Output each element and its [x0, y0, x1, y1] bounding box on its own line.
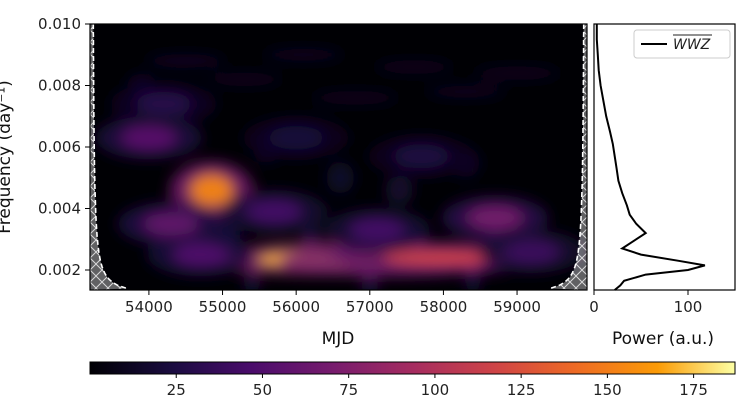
heatmap-x-axis: 54000 55000 56000 57000 58000 59000: [125, 290, 541, 316]
heatmap-y-axis: 0.002 0.004 0.006 0.008 0.010: [38, 15, 90, 279]
heatmap-hotspot-10: [503, 239, 560, 264]
wwz-heatmap: [89, 23, 588, 291]
heatmap-hotspot-7: [349, 218, 406, 243]
heatmap-x-tick-label-2: 56000: [272, 298, 320, 316]
heatmap-y-tick-label-0: 0.002: [38, 261, 81, 279]
heatmap-hotspot-11: [135, 91, 192, 116]
heatmap-x-tick-label-3: 57000: [346, 298, 394, 316]
legend-box: [633, 29, 731, 59]
power-frame: [593, 23, 736, 291]
power-x-axis: 0 100: [589, 290, 702, 316]
heatmap-texture-4: [311, 90, 400, 106]
colorbar-tick-label-6: 175: [679, 381, 708, 399]
colorbar-gradient: [89, 361, 736, 375]
heatmap-hotspot-12: [268, 125, 325, 150]
colorbar-tick-label-4: 125: [507, 381, 536, 399]
heatmap-texture-2: [206, 72, 283, 87]
heatmap-x-tick-label-1: 55000: [199, 298, 247, 316]
cone-of-influence: [90, 24, 587, 290]
heatmap-texture-6: [425, 85, 506, 99]
colorbar-ticks: 25 50 75 100 125 150 175: [167, 374, 708, 399]
heatmap-hotspot-5: [120, 125, 177, 150]
coi-right-boundary: [549, 24, 585, 290]
colorbar-tick-label-2: 75: [339, 381, 358, 399]
heatmap-hotspot-9: [172, 242, 229, 267]
heatmap-y-label: Frequency (day⁻¹): [0, 80, 15, 234]
coi-left-boundary: [92, 24, 128, 290]
power-x-tick-label-0: 0: [589, 298, 599, 316]
colorbar-tick-label-1: 50: [253, 381, 272, 399]
heatmap-x-tick-label-5: 59000: [493, 298, 541, 316]
heatmap-texture-5: [373, 59, 454, 75]
coi-left-region: [90, 24, 127, 290]
coi-right-region: [550, 24, 587, 290]
heatmap-hotspot-13: [393, 144, 450, 169]
heatmap-y-tick-label-4: 0.010: [38, 15, 81, 33]
heatmap-hotspot-2: [383, 248, 504, 267]
heatmap-texture-10: [385, 175, 414, 205]
heatmap-y-tick-label-2: 0.006: [38, 138, 81, 156]
heatmap-texture-1: [145, 53, 226, 69]
legend: WWZ: [633, 29, 731, 59]
colorbar-tick-label-5: 150: [593, 381, 622, 399]
heatmap-texture-7: [473, 66, 562, 81]
heatmap-texture-3: [263, 48, 344, 62]
heatmap-hotspot-3: [189, 174, 234, 207]
power-line-wwz: [595, 24, 706, 291]
colorbar-tick-label-0: 25: [167, 381, 186, 399]
legend-label-wwz: WWZ: [673, 37, 711, 53]
power-panel: WWZ: [593, 23, 736, 291]
heatmap-y-tick-label-3: 0.008: [38, 77, 81, 95]
heatmap-power-blobs: [95, 48, 585, 290]
heatmap-frame: [89, 23, 588, 291]
heatmap-x-label: MJD: [322, 329, 355, 349]
heatmap-x-tick-label-0: 54000: [125, 298, 173, 316]
heatmap-hotspot-8: [466, 205, 523, 230]
heatmap-texture-9: [326, 161, 355, 194]
colorbar: [89, 361, 736, 375]
power-x-tick-label-1: 100: [674, 298, 703, 316]
colorbar-tick-label-3: 100: [421, 381, 450, 399]
heatmap-y-tick-label-1: 0.004: [38, 200, 81, 218]
heatmap-hotspot-6: [246, 199, 303, 224]
heatmap-hotspot-4: [142, 211, 199, 236]
power-x-label: Power (a.u.): [612, 329, 714, 349]
heatmap-x-tick-label-4: 58000: [420, 298, 468, 316]
